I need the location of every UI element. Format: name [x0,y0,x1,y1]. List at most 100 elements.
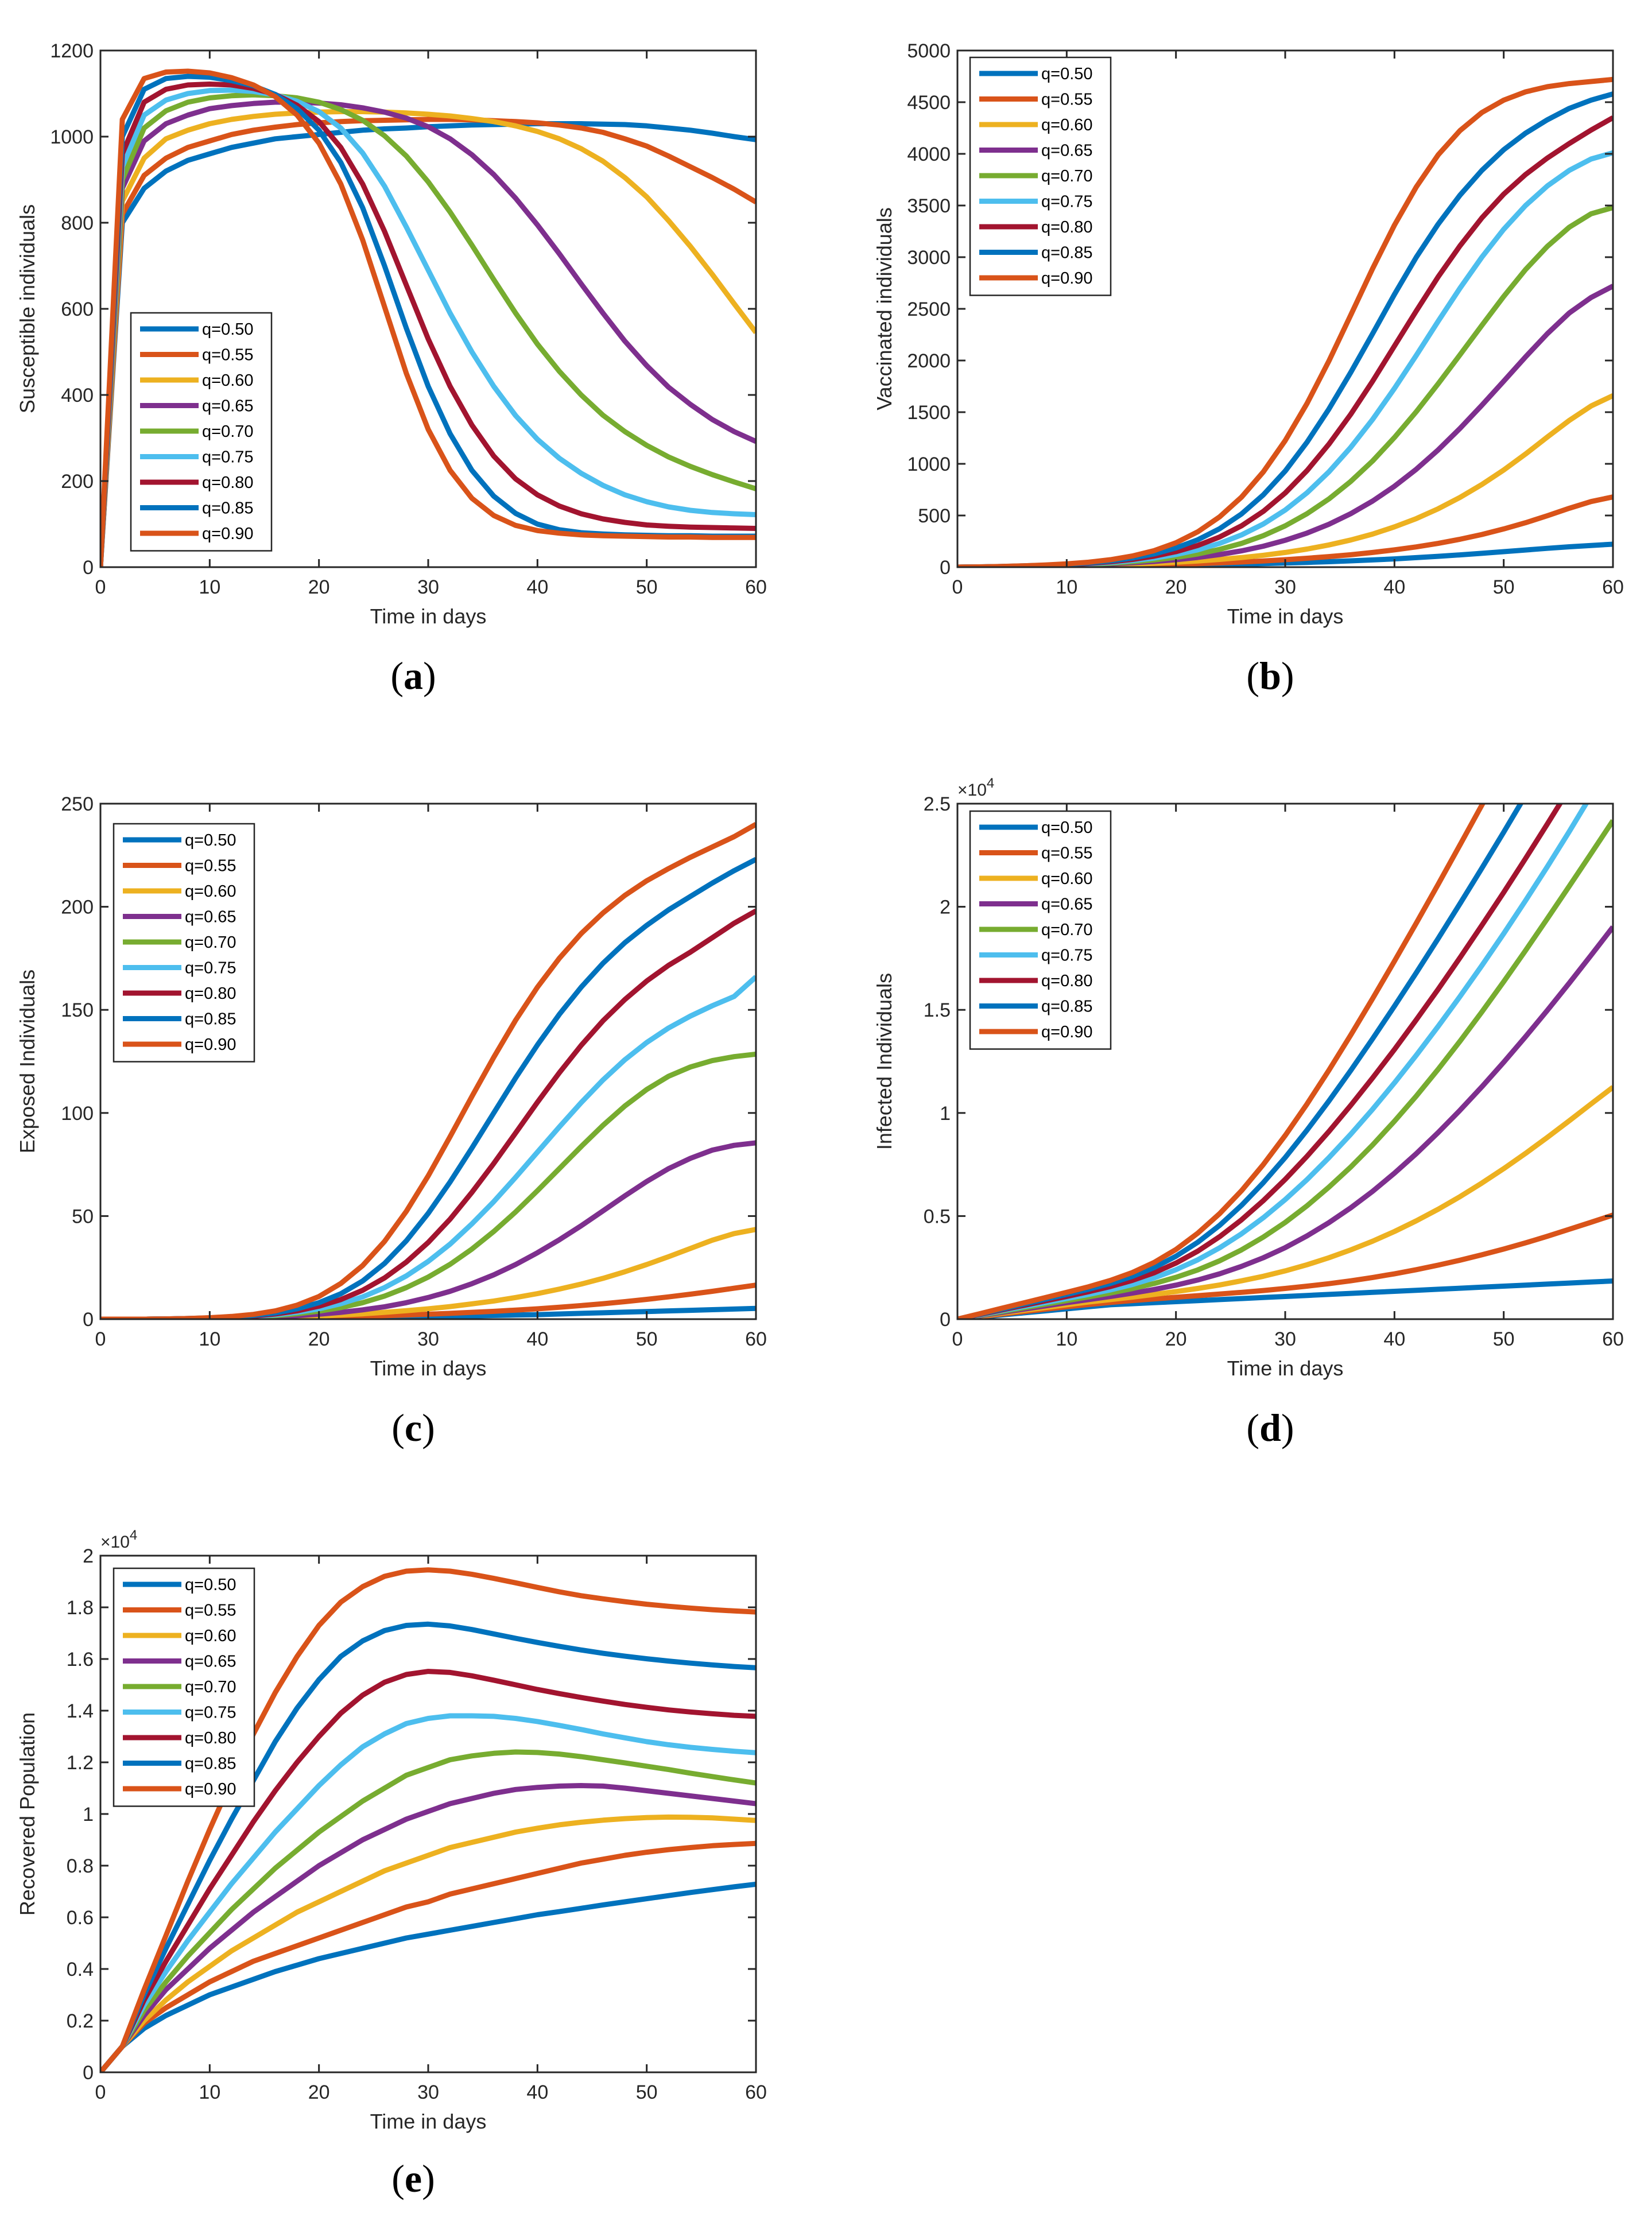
x-tick-label: 30 [417,576,439,598]
x-tick-label: 30 [417,2081,439,2103]
y-tick-label: 600 [61,299,94,320]
legend-entry: q=0.85 [202,499,254,518]
legend-entry: q=0.80 [185,1729,236,1747]
panel-label: (b) [1246,654,1294,697]
legend-entry: q=0.55 [1041,844,1093,863]
legend-entry: q=0.50 [1041,819,1093,837]
y-tick-label: 2500 [907,299,951,320]
x-tick-label: 60 [745,2081,767,2103]
legend: q=0.50 q=0.55 q=0.60 q=0.65 q=0.70 q=0.75 q=0.… [113,1567,255,1807]
legend: q=0.50 q=0.55 q=0.60 q=0.65 q=0.70 q=0.75 q=0.… [113,823,255,1063]
series-line-q=0.65 [100,99,756,567]
x-tick-label: 0 [95,2081,106,2103]
legend-entry: q=0.55 [202,346,254,365]
legend-entry: q=0.85 [185,1755,236,1773]
legend-entry: q=0.90 [185,1780,236,1798]
y-tick-label: 0.5 [924,1205,951,1227]
legend-entry: q=0.75 [185,959,236,978]
legend-entry: q=0.90 [185,1036,236,1054]
y-tick-label: 0.6 [67,1907,94,1929]
y-tick-label: 500 [918,505,951,527]
legend-entry: q=0.50 [185,831,236,850]
y-tick-label: 200 [61,897,94,918]
x-axis-title: Time in days [1227,604,1344,628]
x-tick-label: 60 [1602,1328,1624,1350]
legend: q=0.50 q=0.55 q=0.60 q=0.65 q=0.70 q=0.75 q=0.… [969,810,1112,1050]
y-tick-label: 100 [61,1103,94,1125]
x-tick-label: 0 [95,1328,106,1350]
y-tick-label: 1000 [907,453,951,475]
y-tick-label: 0.4 [67,1959,94,1980]
legend: q=0.50 q=0.55 q=0.60 q=0.65 q=0.70 q=0.75 q=0.… [969,56,1112,296]
y-tick-label: 3500 [907,195,951,217]
y-axis-title: Susceptible individuals [15,204,39,413]
y-tick-label: 400 [61,385,94,406]
legend-entry: q=0.60 [185,882,236,901]
legend-entry: q=0.90 [1041,269,1093,288]
panel-label: (d) [1246,1406,1294,1449]
x-tick-label: 10 [199,2081,220,2103]
y-tick-label: 0 [940,1309,951,1331]
series-line-q=0.90 [957,804,1486,1319]
legend-entry: q=0.75 [202,448,254,467]
y-tick-label: 0.8 [67,1855,94,1877]
legend-entry: q=0.90 [1041,1023,1093,1041]
legend-entry: q=0.50 [202,320,254,339]
series-line-q=0.80 [100,82,756,567]
y-tick-label: 2.5 [924,793,951,815]
x-tick-label: 20 [308,1328,330,1350]
series-line-q=0.75 [100,87,756,567]
y-axis-title: Recovered Population [15,1712,39,1916]
y-tick-label: 150 [61,999,94,1021]
y-tick-label: 2000 [907,350,951,372]
panel-label: (e) [391,2157,435,2200]
y-tick-label: 5000 [907,40,951,62]
x-tick-label: 50 [1493,576,1515,598]
y-tick-label: 4500 [907,92,951,114]
x-tick-label: 60 [745,576,767,598]
x-tick-label: 0 [952,1328,963,1350]
y-tick-label: 0 [83,1309,94,1331]
series-line-q=0.90 [100,1567,756,2072]
y-tick-label: 1.6 [67,1649,94,1670]
series-line-q=0.60 [100,109,756,567]
legend-entry: q=0.55 [1041,91,1093,109]
x-tick-label: 10 [1056,576,1077,598]
legend-entry: q=0.65 [202,397,254,416]
x-tick-label: 50 [636,576,658,598]
x-axis-title: Time in days [370,1356,487,1380]
series-line-q=0.55 [100,1840,756,2072]
x-tick-label: 10 [1056,1328,1077,1350]
chart-panel-c: 0 10 20 30 40 50 60 0 50 100 150 200 250 Time in days… [15,793,767,1449]
x-tick-label: 60 [745,1328,767,1350]
x-tick-label: 20 [1165,1328,1187,1350]
x-tick-label: 20 [308,2081,330,2103]
y-tick-label: 1500 [907,402,951,424]
x-tick-label: 60 [1602,576,1624,598]
x-axis-title: Time in days [370,604,487,628]
legend-entry: q=0.60 [1041,116,1093,134]
x-tick-label: 40 [526,576,548,598]
x-tick-label: 40 [1383,576,1405,598]
legend-entry: q=0.75 [1041,947,1093,965]
series-line-q=0.85 [100,1621,756,2072]
series-line-q=0.70 [100,92,756,567]
y-tick-label: 1000 [50,126,94,148]
x-tick-label: 50 [636,2081,658,2103]
y-tick-label: 1 [940,1103,951,1125]
series-line-q=0.60 [100,1814,756,2072]
series-line-q=0.50 [100,1881,756,2072]
series-line-q=0.65 [100,1783,756,2072]
y-tick-label: 1.5 [924,999,951,1021]
x-tick-label: 30 [1274,576,1296,598]
y-axis-title: Infected Individuals [872,973,896,1150]
legend-entry: q=0.75 [185,1704,236,1722]
curves [100,1567,756,2072]
legend-entry: q=0.55 [185,1602,236,1620]
legend-entry: q=0.70 [185,933,236,952]
legend-entry: q=0.80 [1041,218,1093,237]
panel-label: (a) [390,654,436,697]
x-tick-label: 30 [1274,1328,1296,1350]
x-tick-label: 50 [636,1328,658,1350]
